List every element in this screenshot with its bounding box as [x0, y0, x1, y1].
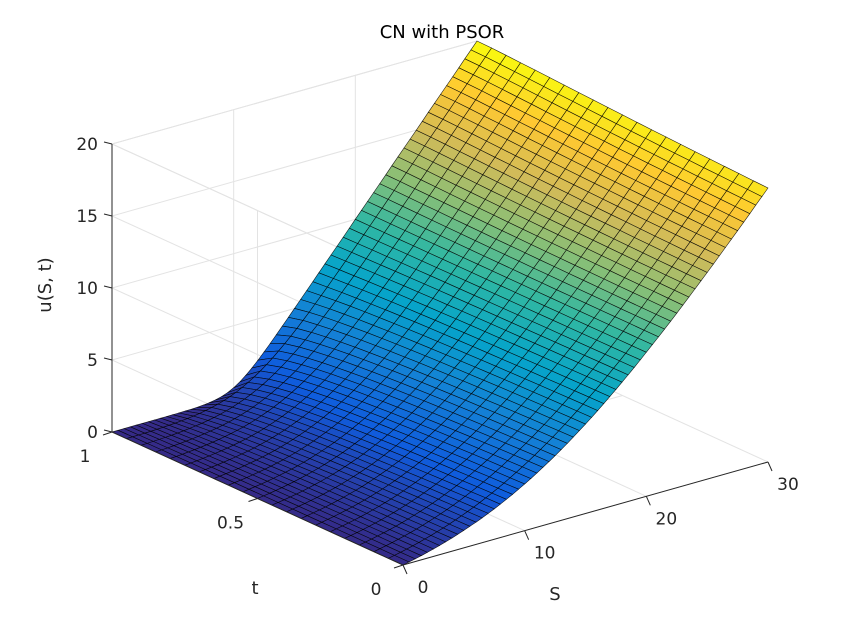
z-tick-label: 5: [87, 351, 98, 371]
z-tick-mark: [103, 213, 113, 217]
x-tick-label: 10: [534, 544, 556, 564]
x-tick-mark: [645, 496, 651, 506]
chart-title: CN with PSOR: [380, 22, 505, 43]
x-tick-mark: [767, 461, 773, 472]
x-tick-label: 30: [777, 475, 799, 495]
y-tick-mark: [102, 431, 113, 436]
y-tick-label: 1: [80, 447, 91, 467]
z-tick-label: 20: [76, 135, 98, 155]
z-tick-label: 15: [76, 207, 98, 227]
z-tick-mark: [103, 357, 113, 361]
z-tick-mark: [103, 141, 113, 145]
surface-layer: [111, 40, 769, 566]
z-tick-label: 10: [76, 279, 98, 299]
y-tick-label: 0.5: [217, 514, 244, 534]
z-axis-label: u(S, t): [35, 257, 56, 312]
z-tick-mark: [103, 285, 113, 289]
y-axis-label: t: [251, 578, 258, 599]
z-tick-label: 0: [87, 423, 98, 443]
x-tick-mark: [524, 530, 530, 540]
x-axis-line: [402, 461, 769, 566]
y-tick-mark: [393, 564, 404, 569]
x-tick-label: 20: [656, 509, 678, 529]
z-tick-mark: [103, 429, 113, 433]
y-tick-mark: [248, 498, 258, 502]
x-axis-label: S: [549, 584, 560, 605]
x-tick-label: 0: [418, 578, 429, 598]
x-tick-mark: [402, 564, 408, 575]
y-tick-label: 0: [371, 580, 382, 600]
